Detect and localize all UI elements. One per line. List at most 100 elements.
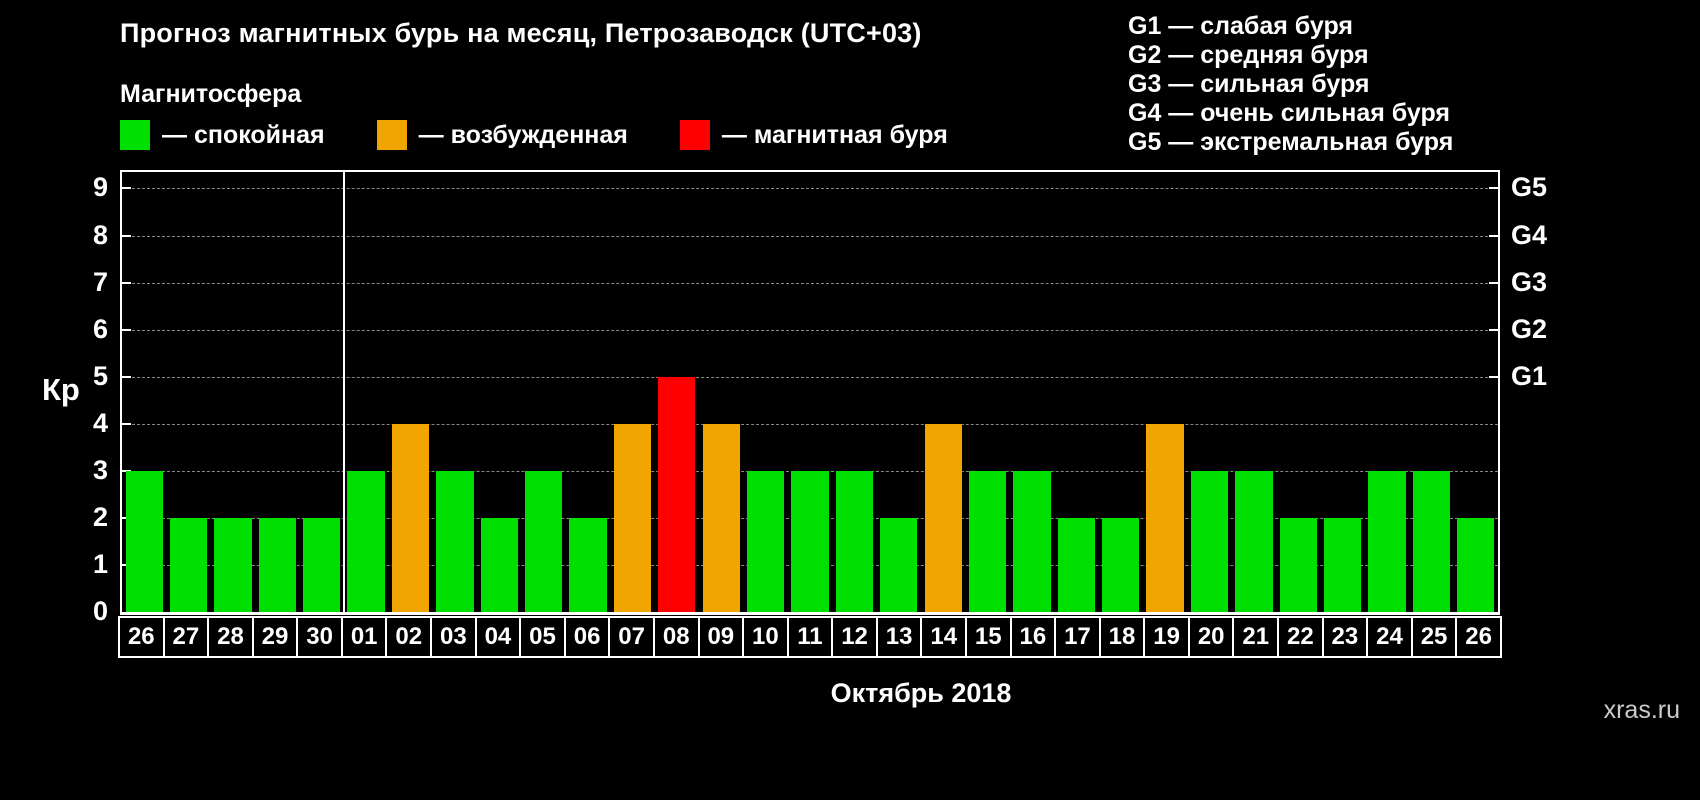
legend-item-excited: — возбужденная: [376, 120, 628, 150]
bar-day-14: [924, 423, 962, 612]
y-tick-label-5: 5: [92, 360, 108, 391]
day-label-01: 01: [343, 618, 388, 656]
gridline-kp-4: [122, 423, 1498, 425]
day-label-10: 10: [744, 618, 789, 656]
day-label-08: 08: [655, 618, 700, 656]
bar-day-10: [746, 470, 785, 612]
y-tick-label-9: 9: [92, 172, 108, 203]
y-tick-label-2: 2: [92, 501, 108, 532]
y-axis-tick-9: [122, 187, 131, 190]
bar-day-18: [1102, 517, 1140, 612]
day-label-24: 24: [1368, 618, 1413, 656]
bar-day-26: [1457, 517, 1495, 612]
gridline-kp-7: [122, 282, 1498, 284]
y-axis-tick-3: [122, 469, 131, 472]
bar-day-15: [968, 470, 1007, 612]
day-label-20: 20: [1190, 618, 1235, 656]
month-separator-line: [342, 172, 345, 612]
day-label-04: 04: [477, 618, 522, 656]
g-scale-legend: G1 — слабая буря G2 — средняя буря G3 — …: [1128, 12, 1453, 157]
g-scale-legend-line-g2: G2 — средняя буря: [1128, 41, 1369, 69]
y-axis-tick-7: [122, 281, 131, 284]
day-label-06: 06: [566, 618, 611, 656]
day-label-13: 13: [878, 618, 923, 656]
day-label-29: 29: [254, 618, 299, 656]
day-label-30: 30: [298, 618, 343, 656]
day-label-02: 02: [387, 618, 433, 656]
bar-day-23: [1324, 517, 1362, 612]
bar-day-16: [1013, 470, 1051, 612]
bar-day-25: [1412, 470, 1451, 612]
bar-day-26: [125, 470, 163, 612]
day-label-21: 21: [1234, 618, 1280, 656]
y-tick-label-8: 8: [92, 219, 108, 250]
bar-day-11: [791, 470, 829, 612]
y-tick-label-7: 7: [92, 266, 108, 297]
legend-swatch-excited: [376, 120, 407, 150]
g-tick-label-G3: G3: [1511, 266, 1548, 297]
y-axis-tick-8: [122, 234, 131, 237]
bar-day-29: [258, 517, 296, 612]
day-label-22: 22: [1279, 618, 1324, 656]
x-axis-day-labels: 26 27 28 29 30 01 02 03 04 05 06 07 08 09 10 11 12 13 14 15…: [118, 616, 1502, 658]
day-label-11: 11: [789, 618, 834, 656]
g-scale-legend-line-g3: G3 — сильная буря: [1128, 70, 1370, 98]
g-tick-label-G4: G4: [1511, 219, 1548, 250]
day-label-19: 19: [1145, 618, 1190, 656]
magnetosphere-legend-title: Магнитосфера: [120, 80, 302, 108]
plot-area: 0 1 2 3 4 5 6 7 8 9 G1 G2 G3 G4 G5: [93, 170, 1547, 626]
g-scale-legend-line-g5: G5 — экстремальная буря: [1128, 128, 1454, 156]
gridline-kp-6: [122, 329, 1498, 331]
g-scale-legend-line-g4: G4 — очень сильная буря: [1128, 99, 1450, 127]
g-scale-legend-line-g1: G1 — слабая буря: [1128, 12, 1354, 40]
day-label-26: 26: [1465, 623, 1492, 650]
y-axis-tick-5: [122, 375, 131, 378]
day-label-26: 26: [120, 618, 165, 656]
g-axis-tick-G3: [1489, 281, 1498, 284]
y-axis-tick-6: [122, 328, 131, 331]
g-tick-label-G5: G5: [1511, 172, 1548, 203]
day-label-25: 25: [1413, 618, 1458, 656]
y-tick-label-3: 3: [92, 454, 108, 485]
bar-day-19: [1146, 423, 1184, 612]
g-axis-tick-G2: [1489, 328, 1498, 331]
bar-day-12: [835, 470, 874, 612]
bar-day-13: [880, 517, 918, 612]
day-label-12: 12: [833, 618, 878, 656]
legend-swatch-quiet: [120, 120, 150, 150]
legend-item-quiet: — спокойная: [120, 120, 325, 150]
gridline-kp-5: [122, 376, 1498, 378]
legend-label-quiet: — спокойная: [162, 120, 325, 149]
day-label-15: 15: [967, 618, 1012, 656]
legend-label-excited: — возбужденная: [418, 120, 628, 149]
gridline-kp-8: [122, 235, 1498, 237]
day-label-18: 18: [1101, 618, 1146, 656]
y-axis-tick-4: [122, 422, 131, 425]
bar-day-04: [480, 517, 518, 612]
bar-day-06: [569, 517, 607, 612]
legend-label-storm: — магнитная буря: [721, 120, 948, 149]
bar-day-30: [303, 517, 341, 612]
bar-day-02: [391, 423, 430, 612]
bar-day-08: [658, 376, 696, 612]
bar-day-01: [347, 470, 385, 612]
g-tick-label-G2: G2: [1511, 313, 1548, 344]
g-axis-tick-G1: [1489, 375, 1498, 378]
watermark: xras.ru: [1603, 696, 1680, 724]
chart-title: Прогноз магнитных бурь на месяц, Петроза…: [120, 18, 922, 48]
day-label-07: 07: [610, 618, 655, 656]
bar-day-28: [214, 517, 252, 612]
y-tick-label-1: 1: [92, 548, 108, 579]
day-label-14: 14: [922, 618, 967, 656]
day-label-16: 16: [1012, 618, 1057, 656]
g-axis-tick-G4: [1489, 234, 1498, 237]
day-label-28: 28: [209, 618, 254, 656]
x-axis-title: Октябрь 2018: [830, 678, 1012, 708]
day-label-03: 03: [432, 618, 477, 656]
bar-day-03: [436, 470, 474, 612]
g-tick-label-G1: G1: [1511, 360, 1548, 391]
y-tick-label-6: 6: [92, 313, 108, 344]
y-axis-label: Кр: [42, 372, 80, 407]
day-label-17: 17: [1056, 618, 1101, 656]
